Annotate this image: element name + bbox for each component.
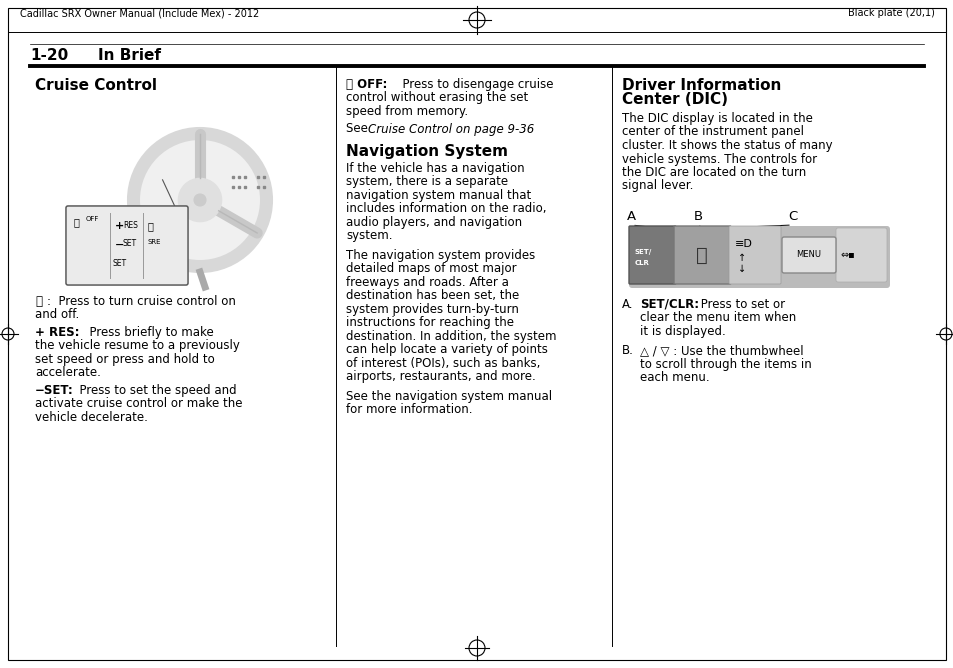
Text: SET/: SET/ — [635, 249, 652, 255]
FancyBboxPatch shape — [66, 206, 188, 285]
Text: signal lever.: signal lever. — [621, 180, 693, 192]
Text: activate cruise control or make the: activate cruise control or make the — [35, 397, 242, 411]
Text: SET: SET — [123, 239, 137, 248]
Text: RES: RES — [123, 221, 138, 230]
Text: cluster. It shows the status of many: cluster. It shows the status of many — [621, 139, 832, 152]
Text: system.: system. — [346, 230, 392, 242]
Text: to scroll through the items in: to scroll through the items in — [639, 358, 811, 371]
Text: See the navigation system manual: See the navigation system manual — [346, 390, 552, 403]
Text: destination. In addition, the system: destination. In addition, the system — [346, 330, 556, 343]
FancyBboxPatch shape — [628, 226, 676, 284]
Circle shape — [128, 128, 272, 272]
Text: See: See — [346, 122, 372, 136]
Text: freeways and roads. After a: freeways and roads. After a — [346, 276, 508, 289]
Text: :  Press to turn cruise control on: : Press to turn cruise control on — [47, 295, 235, 308]
Text: destination has been set, the: destination has been set, the — [346, 289, 518, 303]
Text: control without erasing the set: control without erasing the set — [346, 92, 528, 104]
Text: detailed maps of most major: detailed maps of most major — [346, 263, 517, 275]
Text: center of the instrument panel: center of the instrument panel — [621, 126, 803, 138]
Text: Press to set or: Press to set or — [697, 298, 784, 311]
Text: audio players, and navigation: audio players, and navigation — [346, 216, 521, 229]
Text: and off.: and off. — [35, 309, 79, 321]
Text: OFF: OFF — [86, 216, 99, 222]
Text: A.: A. — [621, 298, 633, 311]
Text: Cadillac SRX Owner Manual (Include Mex) - 2012: Cadillac SRX Owner Manual (Include Mex) … — [20, 8, 259, 18]
Text: ≡D: ≡D — [734, 238, 752, 248]
Text: Ⓟ OFF:: Ⓟ OFF: — [346, 78, 387, 91]
Text: △ / ▽ : Use the thumbwheel: △ / ▽ : Use the thumbwheel — [639, 345, 802, 357]
Text: speed from memory.: speed from memory. — [346, 105, 468, 118]
Text: The navigation system provides: The navigation system provides — [346, 249, 535, 262]
Circle shape — [178, 178, 221, 222]
Text: ↓: ↓ — [738, 264, 745, 274]
Circle shape — [140, 140, 260, 260]
Text: CLR: CLR — [635, 261, 649, 267]
Text: the vehicle resume to a previously: the vehicle resume to a previously — [35, 339, 239, 353]
Text: each menu.: each menu. — [639, 371, 709, 385]
Text: A: A — [626, 210, 636, 223]
Text: of interest (POIs), such as banks,: of interest (POIs), such as banks, — [346, 357, 539, 370]
Text: includes information on the radio,: includes information on the radio, — [346, 202, 546, 216]
FancyBboxPatch shape — [673, 226, 730, 284]
Text: −: − — [115, 240, 124, 250]
Text: Center (DIC): Center (DIC) — [621, 92, 727, 107]
Text: navigation system manual that: navigation system manual that — [346, 189, 531, 202]
Text: B.: B. — [621, 345, 633, 357]
FancyBboxPatch shape — [781, 237, 835, 273]
Text: Press to set the speed and: Press to set the speed and — [71, 384, 236, 397]
Text: + RES:: + RES: — [35, 326, 79, 339]
Text: the DIC are located on the turn: the DIC are located on the turn — [621, 166, 805, 179]
FancyBboxPatch shape — [628, 226, 889, 288]
Text: Press briefly to make: Press briefly to make — [82, 326, 213, 339]
Text: instructions for reaching the: instructions for reaching the — [346, 317, 514, 329]
Text: can help locate a variety of points: can help locate a variety of points — [346, 343, 547, 357]
Text: set speed or press and hold to: set speed or press and hold to — [35, 353, 214, 366]
Text: If the vehicle has a navigation: If the vehicle has a navigation — [346, 162, 524, 175]
Text: ⧆: ⧆ — [696, 246, 707, 265]
Text: MENU: MENU — [796, 250, 821, 259]
Text: SRE: SRE — [148, 239, 161, 245]
Text: vehicle systems. The controls for: vehicle systems. The controls for — [621, 152, 817, 166]
Text: Black plate (20,1): Black plate (20,1) — [847, 8, 934, 18]
Text: C: C — [787, 210, 797, 223]
Text: Ⓟ: Ⓟ — [74, 217, 80, 227]
Text: Press to disengage cruise: Press to disengage cruise — [395, 78, 553, 91]
FancyBboxPatch shape — [835, 228, 886, 282]
Text: Driver Information: Driver Information — [621, 78, 781, 93]
Text: Ⓟ: Ⓟ — [148, 221, 153, 231]
Text: clear the menu item when: clear the menu item when — [639, 311, 796, 325]
FancyBboxPatch shape — [728, 226, 781, 284]
Text: SET: SET — [112, 259, 127, 268]
Text: SET/CLR:: SET/CLR: — [639, 298, 699, 311]
Text: system, there is a separate: system, there is a separate — [346, 176, 508, 188]
Text: In Brief: In Brief — [98, 47, 161, 63]
Text: it is displayed.: it is displayed. — [639, 325, 725, 338]
Text: B: B — [693, 210, 702, 223]
FancyBboxPatch shape — [66, 206, 188, 285]
Text: ↑: ↑ — [738, 253, 745, 263]
Text: +: + — [115, 221, 124, 231]
Text: Cruise Control on page 9-36: Cruise Control on page 9-36 — [368, 122, 534, 136]
Text: airports, restaurants, and more.: airports, restaurants, and more. — [346, 371, 536, 383]
Text: vehicle decelerate.: vehicle decelerate. — [35, 411, 148, 424]
Text: accelerate.: accelerate. — [35, 367, 101, 379]
Text: system provides turn-by-turn: system provides turn-by-turn — [346, 303, 518, 316]
Text: .: . — [521, 122, 525, 136]
Text: for more information.: for more information. — [346, 403, 472, 417]
Text: Ⓟ: Ⓟ — [35, 295, 42, 308]
Text: ⇔▪: ⇔▪ — [841, 250, 855, 260]
Text: 1-20: 1-20 — [30, 47, 69, 63]
Text: −SET:: −SET: — [35, 384, 73, 397]
Circle shape — [193, 194, 206, 206]
Text: The DIC display is located in the: The DIC display is located in the — [621, 112, 812, 125]
Text: Cruise Control: Cruise Control — [35, 78, 157, 93]
Text: Navigation System: Navigation System — [346, 144, 507, 159]
